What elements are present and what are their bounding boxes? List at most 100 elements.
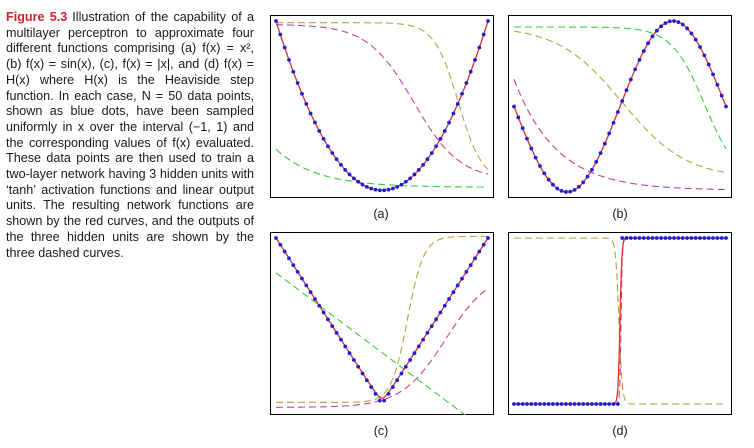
data-point <box>719 93 724 98</box>
plot-frame <box>508 232 732 415</box>
data-point <box>373 187 378 192</box>
hidden-unit-curve-3 <box>275 272 466 415</box>
hidden-unit-curve-2 <box>276 22 489 170</box>
hidden-unit-curve-2 <box>513 30 727 174</box>
data-point <box>390 186 395 191</box>
data-point <box>317 303 322 308</box>
panel-c <box>270 232 494 415</box>
hidden-unit-curve-1 <box>514 237 726 405</box>
panel-b-label: (b) <box>612 207 628 221</box>
data-point <box>546 402 551 406</box>
figure-label: Figure 5.3 <box>6 10 68 24</box>
data-point <box>628 77 633 82</box>
data-point <box>646 236 651 240</box>
data-point <box>291 263 296 268</box>
hidden-unit-curve-3 <box>513 78 727 191</box>
data-point <box>351 176 356 181</box>
data-point <box>676 20 681 24</box>
data-point <box>715 236 720 240</box>
data-point <box>559 189 564 193</box>
data-point <box>481 32 486 37</box>
data-point <box>698 45 702 49</box>
data-point <box>477 45 482 50</box>
data-point <box>607 131 612 136</box>
data-point <box>481 242 486 247</box>
data-point <box>615 110 620 114</box>
data-point <box>308 290 313 295</box>
network-output-curve <box>513 20 727 193</box>
data-point <box>412 351 417 356</box>
data-point <box>451 111 456 116</box>
data-point <box>689 236 694 240</box>
panel-b <box>508 15 732 198</box>
data-point <box>408 176 413 181</box>
data-point <box>421 337 425 342</box>
data-point <box>542 402 547 406</box>
panel-d-label: (d) <box>612 424 628 438</box>
data-point <box>538 402 542 406</box>
panel-c-label: (c) <box>373 424 389 438</box>
data-point <box>538 164 542 168</box>
data-point <box>594 402 599 406</box>
data-point <box>711 72 715 77</box>
data-point <box>715 82 720 87</box>
data-point <box>282 45 287 50</box>
data-point <box>637 236 642 240</box>
data-point <box>369 385 374 389</box>
data-point <box>274 236 278 240</box>
data-point <box>486 19 490 23</box>
data-point <box>421 162 425 167</box>
data-point <box>416 168 421 172</box>
data-point <box>598 402 603 406</box>
data-point <box>429 324 434 328</box>
data-point <box>460 91 464 96</box>
data-point <box>434 317 438 322</box>
data-point <box>685 26 689 31</box>
data-point <box>377 398 382 403</box>
data-point <box>278 32 283 37</box>
data-point <box>706 62 711 67</box>
data-point <box>577 184 581 189</box>
data-point <box>339 337 343 342</box>
data-point <box>533 155 538 160</box>
data-point <box>564 402 568 406</box>
data-point <box>572 402 577 406</box>
network-output-curve <box>275 237 489 399</box>
data-point <box>589 167 594 172</box>
data-point <box>369 186 374 191</box>
data-point <box>650 34 655 39</box>
data-point <box>377 188 382 193</box>
caption-text: Illustration of the capability of a mult… <box>6 10 254 260</box>
data-point <box>425 330 430 335</box>
data-point <box>304 283 309 288</box>
data-point <box>425 157 430 162</box>
data-point <box>382 188 387 193</box>
data-point <box>594 160 599 164</box>
data-point <box>512 104 516 109</box>
data-point <box>611 402 616 406</box>
plot-d <box>508 232 732 415</box>
data-point <box>326 317 330 322</box>
data-point <box>719 236 724 240</box>
data-point <box>347 172 352 177</box>
data-point <box>442 303 447 308</box>
data-point <box>615 402 620 406</box>
data-point <box>356 179 361 184</box>
data-point <box>477 249 482 254</box>
data-point <box>486 236 490 240</box>
data-point <box>551 402 555 406</box>
data-point <box>399 371 404 376</box>
data-point <box>287 58 291 62</box>
data-point <box>602 141 607 146</box>
data-point <box>555 186 560 191</box>
data-point <box>724 236 728 240</box>
data-point <box>724 104 728 109</box>
data-point <box>520 402 525 406</box>
data-point <box>624 88 629 93</box>
data-point <box>693 37 698 42</box>
data-point <box>559 402 564 406</box>
data-point <box>663 236 668 240</box>
data-point <box>308 111 313 116</box>
data-point <box>702 53 707 58</box>
data-point <box>386 187 391 192</box>
